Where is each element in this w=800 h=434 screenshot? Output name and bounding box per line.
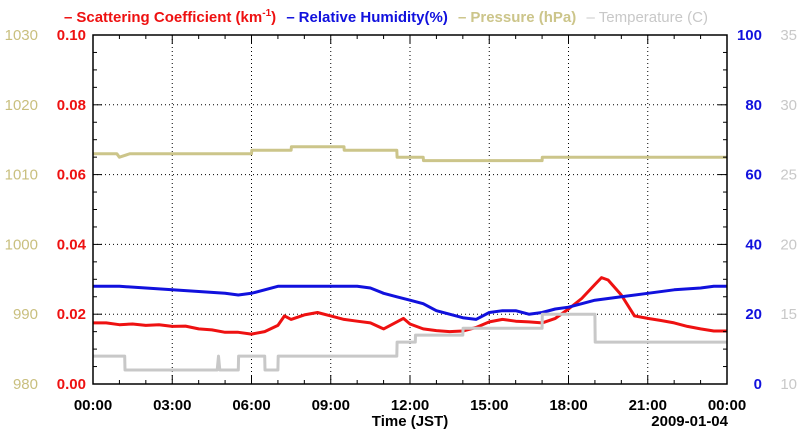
temperature-tick-label: 30 xyxy=(780,97,797,114)
legend-humidity-dash: – xyxy=(286,9,294,26)
series-line-relative-humidity xyxy=(93,284,727,321)
temperature-tick-label: 35 xyxy=(780,27,797,44)
scattering-tick-label: 0.02 xyxy=(57,306,86,323)
pressure-tick-label: 1010 xyxy=(5,167,38,184)
legend-humidity: – Relative Humidity(%) xyxy=(286,9,452,26)
scattering-tick-label: 0.08 xyxy=(57,97,86,114)
gridlines xyxy=(93,35,727,384)
legend-scattering-suffix: ) xyxy=(271,9,276,26)
series-line-scattering-coefficient xyxy=(93,276,727,336)
x-tick-label: 15:00 xyxy=(470,397,508,414)
legend-scattering-dash: – xyxy=(64,9,72,26)
series-group xyxy=(93,145,727,372)
x-tick-label: 06:00 xyxy=(232,397,270,414)
legend-scattering: – Scattering Coefficient (km-1) xyxy=(64,8,280,26)
x-tick-label: 03:00 xyxy=(153,397,191,414)
scattering-tick-label: 0.00 xyxy=(57,376,86,393)
x-tick-label: 18:00 xyxy=(549,397,587,414)
scattering-tick-label: 0.10 xyxy=(57,27,86,44)
tick-marks xyxy=(92,34,728,385)
legend: – Scattering Coefficient (km-1) – Relative… xyxy=(64,8,708,26)
humidity-tick-label: 20 xyxy=(745,306,762,323)
humidity-tick-label: 100 xyxy=(737,27,762,44)
x-tick-label: 00:00 xyxy=(708,397,746,414)
pressure-tick-label: 1030 xyxy=(5,27,38,44)
legend-temperature-label: Temperature (C) xyxy=(599,9,708,26)
scattering-tick-label: 0.04 xyxy=(57,236,87,253)
pressure-tick-label: 990 xyxy=(13,306,38,323)
legend-scattering-sup: -1 xyxy=(262,8,271,19)
humidity-tick-label: 80 xyxy=(745,97,762,114)
pressure-tick-label: 980 xyxy=(13,376,38,393)
x-tick-label: 21:00 xyxy=(629,397,667,414)
legend-pressure-label: Pressure (hPa) xyxy=(470,9,576,26)
series-line-pressure xyxy=(93,145,727,163)
legend-pressure-dash: – xyxy=(458,9,466,26)
scattering-tick-label: 0.06 xyxy=(57,167,86,184)
x-axis-title: Time (JST) xyxy=(372,413,448,430)
temperature-tick-label: 20 xyxy=(780,236,797,253)
legend-pressure: – Pressure (hPa) xyxy=(458,9,580,26)
pressure-tick-label: 1020 xyxy=(5,97,38,114)
x-tick-label: 12:00 xyxy=(391,397,429,414)
temperature-tick-label: 15 xyxy=(780,306,797,323)
date-label: 2009-01-04 xyxy=(651,413,728,430)
humidity-tick-label: 40 xyxy=(745,236,762,253)
humidity-tick-label: 0 xyxy=(754,376,762,393)
tick-labels: 00:00 03:00 06:00 09:00 12:00 15:00 18:00 21:00… xyxy=(5,27,797,414)
pressure-tick-label: 1000 xyxy=(5,236,38,253)
temperature-tick-label: 25 xyxy=(780,167,797,184)
legend-humidity-label: Relative Humidity(%) xyxy=(299,9,448,26)
x-tick-label: 09:00 xyxy=(312,397,350,414)
legend-scattering-label: Scattering Coefficient (km xyxy=(76,9,262,26)
legend-temperature: – Temperature (C) xyxy=(586,9,708,26)
x-tick-label: 00:00 xyxy=(74,397,112,414)
legend-temperature-dash: – xyxy=(586,9,595,26)
temperature-tick-label: 10 xyxy=(780,376,797,393)
series-line-temperature xyxy=(93,312,727,372)
humidity-tick-label: 60 xyxy=(745,167,762,184)
